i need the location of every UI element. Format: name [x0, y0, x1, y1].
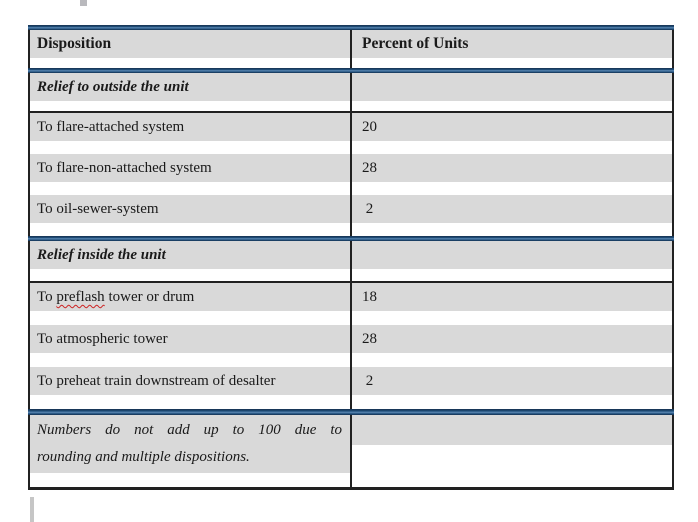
row-label: To preheat train downstream of desalter: [37, 373, 276, 389]
row-value: 28: [362, 331, 377, 347]
row-value: 18: [362, 289, 377, 305]
row-label: To oil-sewer-system: [37, 201, 159, 217]
footnote-line-1: Numbers do not add up to 100 due to: [37, 422, 342, 438]
page-artifact-mark: [80, 0, 87, 6]
row-label-prefix: To: [37, 289, 57, 305]
section-title: Relief to outside the unit: [37, 79, 189, 95]
row-label: To preflash tower or drum: [28, 283, 352, 311]
section-rule: [28, 68, 674, 73]
header-disposition: Disposition: [37, 35, 112, 52]
footnote-line-2: rounding and multiple dispositions.: [37, 449, 250, 465]
table-border-left: [28, 25, 30, 490]
table-column-divider: [350, 25, 352, 490]
row-label: To flare-non-attached system: [37, 160, 212, 176]
section-rule: [28, 236, 674, 241]
row-value: 20: [362, 119, 377, 135]
row-label-suffix: tower or drum: [104, 289, 195, 305]
section-title-empty-cell: [352, 73, 674, 101]
footnote-rule: [28, 409, 674, 415]
misspelled-word: preflash: [56, 289, 105, 305]
header-percent-of-units: Percent of Units: [362, 35, 469, 52]
row-label: To atmospheric tower: [37, 331, 168, 347]
footnote-empty-cell: [352, 415, 674, 487]
table-top-rule: [28, 25, 674, 30]
footnote-empty-cell-shading: [352, 415, 674, 445]
section-divider-rule: [28, 281, 674, 283]
dispositions-table: Disposition Percent of Units Relief to o…: [28, 25, 674, 490]
row-label: To flare-attached system: [37, 119, 185, 135]
text-cursor-mark: [30, 497, 34, 522]
row-value: 2: [362, 373, 374, 389]
footnote-row: Numbers do not add up to 100 due to roun…: [28, 415, 674, 487]
row-value: 2: [362, 201, 374, 217]
section-divider-rule: [28, 111, 674, 113]
table-border-right: [672, 25, 674, 490]
footnote-text: Numbers do not add up to 100 due to roun…: [28, 415, 352, 473]
section-title: Relief inside the unit: [37, 247, 166, 263]
table-bottom-border: [28, 487, 674, 490]
section-title-empty-cell: [352, 241, 674, 269]
row-value: 28: [362, 160, 377, 176]
